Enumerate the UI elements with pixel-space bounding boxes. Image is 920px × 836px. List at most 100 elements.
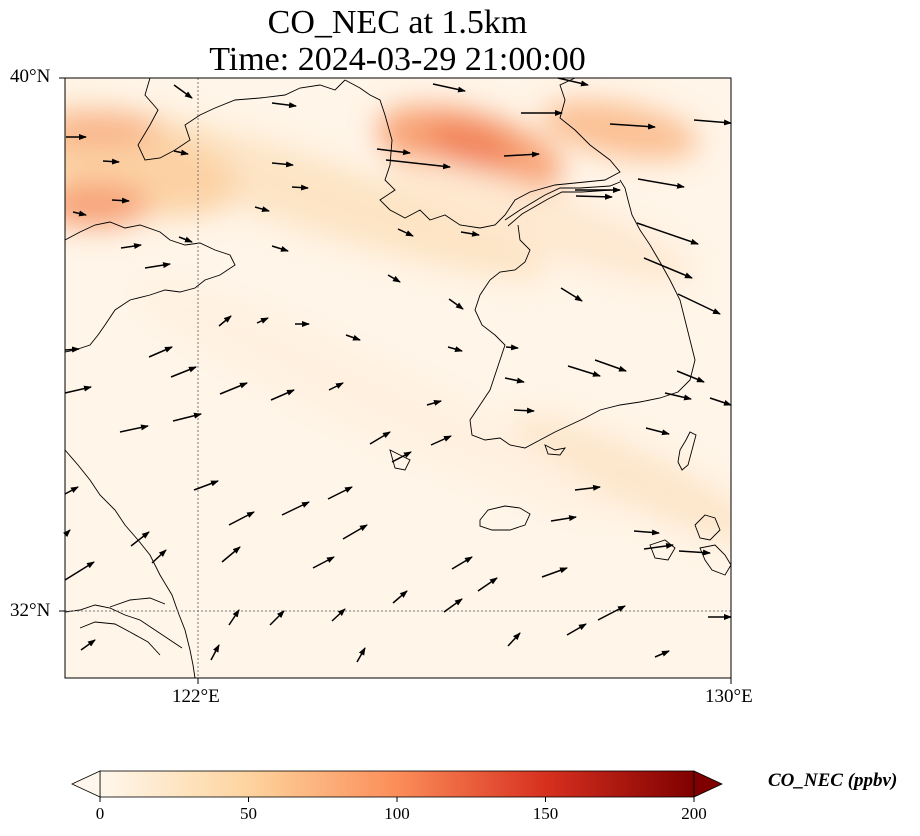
wind-arrow [460, 230, 480, 237]
wind-arrow [567, 365, 601, 377]
coastlines [65, 78, 731, 678]
wind-arrow [643, 542, 674, 550]
wind-arrow [477, 577, 498, 592]
wind-arrow [443, 598, 463, 613]
colorbar-tick-50: 50 [240, 804, 257, 823]
lon-label-122e: 122°E [172, 686, 220, 707]
wind-arrow [557, 77, 589, 87]
wind-arrow [64, 346, 80, 353]
colorbar-extend-max [693, 770, 723, 798]
wind-arrow [64, 385, 92, 394]
wind-arrow [271, 102, 297, 109]
wind-arrow [426, 400, 442, 406]
wind-arrow [62, 529, 71, 538]
wind-arrow [178, 236, 193, 243]
lon-label-130e: 130°E [705, 686, 753, 707]
wind-arrow [210, 644, 220, 661]
wind-arrow [270, 389, 295, 401]
wind-arrow [566, 623, 587, 636]
wind-arrow [64, 486, 79, 495]
wind-arrow [120, 243, 142, 250]
co-concentration-field [65, 78, 731, 678]
wind-arrow [609, 123, 656, 130]
wind-arrow [345, 334, 361, 341]
gridlines [65, 78, 731, 678]
colorbar-title: CO_NEC (ppbv) [768, 770, 898, 791]
colorbar-tick-100: 100 [384, 804, 410, 823]
wind-arrow [397, 228, 414, 237]
wind-arrow [356, 647, 366, 663]
colorbar-ticks [99, 797, 695, 802]
wind-arrow [392, 590, 408, 604]
wind-arrow [342, 524, 368, 540]
colorbar-extend-min [71, 770, 101, 798]
wind-arrow [102, 158, 120, 165]
wind-arrow [594, 359, 627, 372]
wind-arrow [507, 632, 521, 647]
colorbar-tick-200: 200 [681, 804, 707, 823]
wind-arrow [271, 245, 289, 252]
wind-arrow [111, 197, 130, 204]
wind-arrow [173, 149, 189, 156]
wind-arrow [291, 184, 309, 191]
colorbar-gradient [99, 770, 695, 798]
wind-arrow [432, 83, 466, 93]
wind-arrow [72, 210, 87, 217]
wind-arrow [387, 274, 401, 283]
wind-arrow [218, 315, 232, 327]
wind-arrow [575, 193, 613, 200]
wind-arrow [64, 561, 95, 581]
wind-arrow [503, 151, 540, 158]
wind-arrow [80, 639, 96, 651]
wind-arrow [331, 608, 346, 622]
wind-arrow [328, 382, 344, 391]
wind-arrow [676, 370, 705, 383]
wind-arrow [219, 382, 248, 395]
map-title-line2: Time: 2024-03-29 21:00:00 [209, 41, 586, 78]
wind-vectors [62, 77, 732, 663]
wind-arrow [376, 148, 411, 156]
wind-arrow [597, 605, 626, 621]
wind-arrow [451, 556, 473, 570]
wind-arrow [144, 262, 171, 269]
colorbar-tick-0: 0 [95, 804, 105, 823]
wind-arrow [193, 480, 219, 491]
lat-label-40n: 40°N [10, 66, 51, 87]
wind-arrow [312, 556, 335, 569]
wind-arrow [327, 486, 353, 500]
wind-arrow [228, 511, 255, 526]
wind-arrow [574, 484, 601, 491]
wind-arrow [541, 567, 568, 578]
wind-arrow [119, 424, 149, 433]
wind-arrow [693, 119, 732, 126]
wind-arrow [709, 397, 732, 406]
wind-arrow [637, 178, 685, 189]
wind-arrow [221, 546, 241, 563]
wind-arrow [513, 407, 535, 414]
wind-arrow [369, 431, 391, 445]
colorbar-tick-150: 150 [532, 804, 559, 823]
wind-arrow [170, 366, 197, 378]
wind-arrow [269, 610, 285, 626]
wind-arrow [633, 529, 660, 536]
axis-ticks [59, 77, 732, 684]
wind-arrow [677, 293, 721, 315]
wind-arrow [151, 549, 167, 564]
wind-arrow [504, 377, 525, 384]
wind-arrow [130, 531, 150, 547]
wind-arrow [391, 451, 412, 463]
map-frame [64, 77, 732, 679]
wind-arrow [148, 346, 173, 358]
wind-arrow [173, 84, 193, 99]
wind-arrow [254, 206, 270, 212]
wind-arrow [636, 222, 699, 245]
wind-arrow [645, 427, 670, 436]
map-title-line1: CO_NEC at 1.5km [267, 4, 528, 41]
lat-label-32n: 32°N [10, 600, 51, 621]
wind-arrow [281, 501, 310, 516]
wind-arrow [271, 161, 294, 168]
colorbar [71, 770, 723, 802]
wind-arrow [228, 609, 240, 626]
wind-arrow [448, 298, 464, 310]
